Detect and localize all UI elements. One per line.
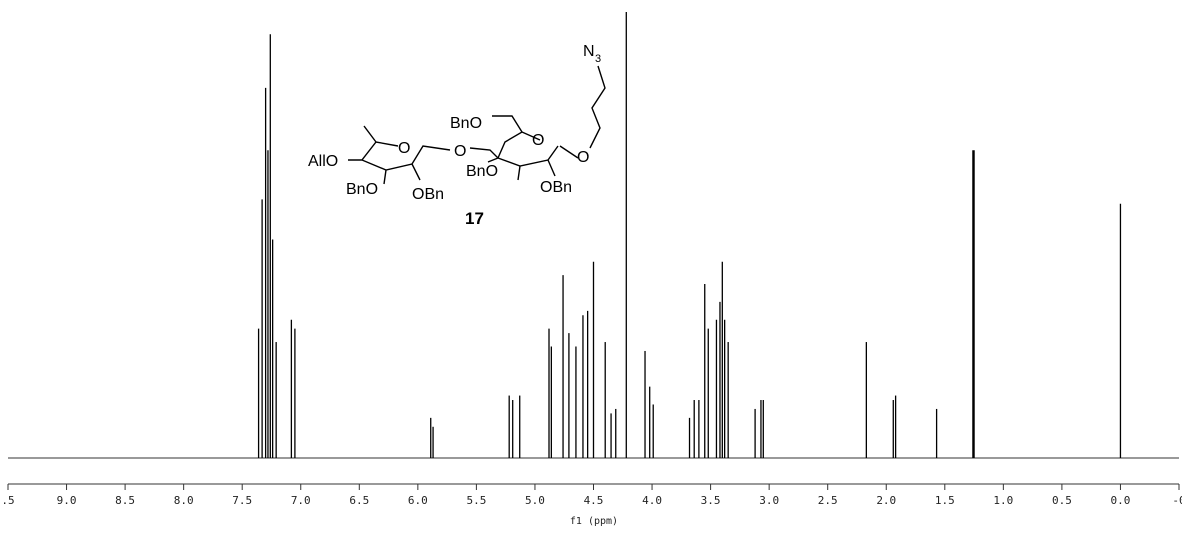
atom-subscript: 3 [595, 53, 601, 65]
atom-label: BnO [466, 163, 498, 180]
atom-label: BnO [346, 181, 378, 198]
x-tick-label: 3.5 [701, 494, 721, 507]
atom-label: N [583, 43, 595, 60]
x-tick-label: 6.0 [408, 494, 428, 507]
x-tick-label: 5.0 [525, 494, 545, 507]
atom-label: OBn [540, 179, 572, 196]
atom-label: O [398, 140, 410, 157]
x-axis-label: f1 (ppm) [570, 516, 618, 527]
structure: N 3 BnO O O O O AllO BnO OBn BnO OBn 17 [308, 43, 606, 228]
atom-label: O [454, 143, 466, 160]
x-tick-label: -0 [1172, 494, 1182, 507]
x-tick-label: 1.0 [993, 494, 1013, 507]
x-tick-label: 3.0 [759, 494, 779, 507]
x-tick-label: 8.5 [115, 494, 135, 507]
compound-number: 17 [465, 209, 484, 228]
x-tick-label: 7.0 [291, 494, 311, 507]
x-tick-label: 4.0 [642, 494, 662, 507]
x-tick-label: 1.5 [935, 494, 955, 507]
x-tick-label: 2.0 [876, 494, 896, 507]
x-tick-label: 5.5 [466, 494, 486, 507]
x-tick-label: 0.0 [1111, 494, 1131, 507]
x-tick-label: 0.5 [1052, 494, 1072, 507]
atom-label: O [577, 149, 589, 166]
atom-label: OBn [412, 186, 444, 203]
atom-label: AllO [308, 153, 338, 170]
x-tick-label: 8.0 [174, 494, 194, 507]
x-tick-label: 2.5 [818, 494, 838, 507]
atom-label: BnO [450, 115, 482, 132]
x-tick-label: 4.5 [584, 494, 604, 507]
atom-label: O [532, 132, 544, 149]
x-tick-label: 6.5 [349, 494, 369, 507]
x-tick-label: 7.5 [232, 494, 252, 507]
x-tick-label: 9.0 [57, 494, 77, 507]
x-tick-label: .5 [1, 494, 14, 507]
bonds [348, 65, 606, 185]
